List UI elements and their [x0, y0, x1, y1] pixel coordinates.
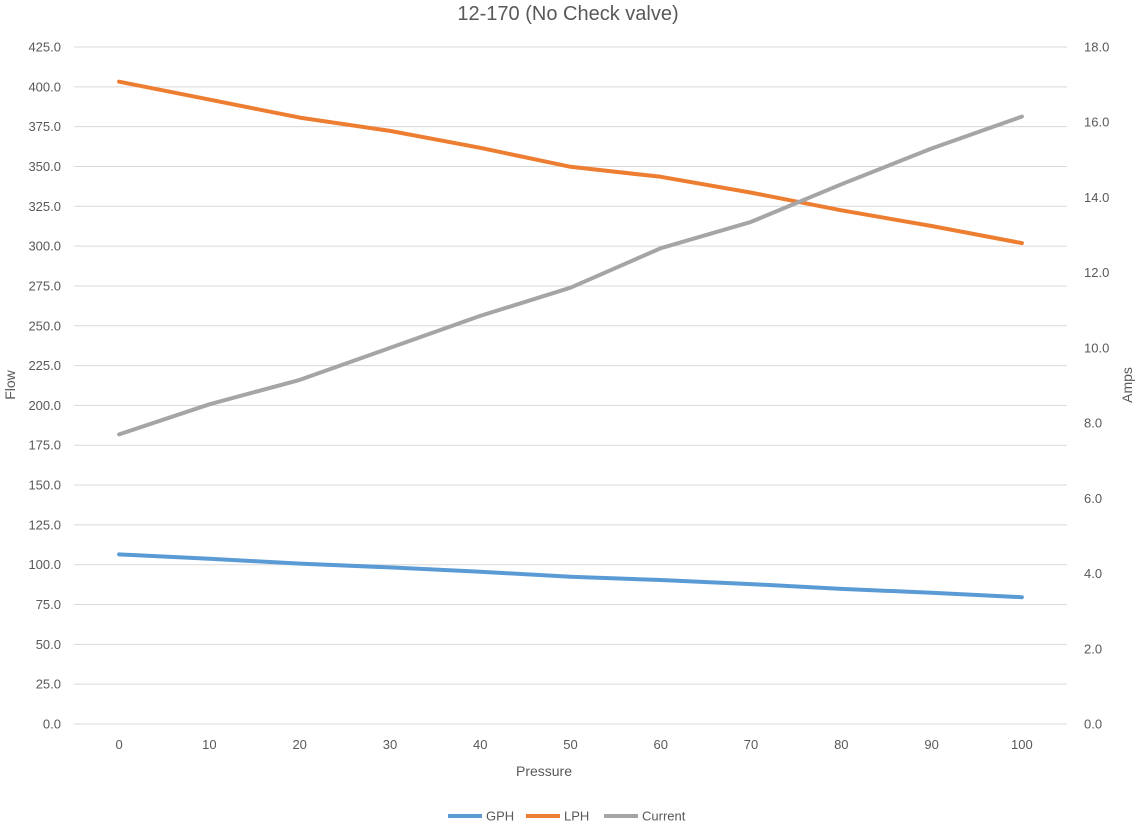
series-lines — [117, 79, 1024, 600]
right-axis-title: Amps — [1119, 367, 1135, 403]
x-axis-tick-label: 20 — [292, 737, 306, 752]
left-axis-tick-label: 375.0 — [28, 119, 61, 134]
left-axis-tick-label: 75.0 — [36, 597, 61, 612]
right-axis-ticks: 0.0 2.0 4.0 6.0 8.0 10.0 12.0 14.0 16.0 18.0 — [1084, 40, 1109, 732]
legend-label: GPH — [486, 809, 514, 824]
legend-item-current: Current — [604, 809, 686, 824]
x-axis-tick-label: 0 — [116, 737, 123, 752]
x-axis-tick-label: 80 — [834, 737, 848, 752]
legend-label: Current — [642, 809, 686, 824]
left-axis-tick-label: 150.0 — [28, 478, 61, 493]
x-axis-tick-label: 10 — [202, 737, 216, 752]
right-axis-tick-label: 10.0 — [1084, 340, 1109, 355]
left-axis-tick-label: 275.0 — [28, 278, 61, 293]
chart-title: 12-170 (No Check valve) — [457, 3, 678, 25]
x-axis-title: Pressure — [516, 763, 572, 779]
legend-item-gph: GPH — [448, 809, 514, 824]
left-axis-tick-label: 200.0 — [28, 398, 61, 413]
right-axis-tick-label: 0.0 — [1084, 717, 1102, 732]
series-line-gph — [117, 552, 1024, 600]
left-axis-tick-label: 25.0 — [36, 677, 61, 692]
left-axis-title: Flow — [2, 369, 18, 399]
x-axis-tick-label: 70 — [744, 737, 758, 752]
legend-item-lph: LPH — [526, 809, 589, 824]
left-axis-tick-label: 325.0 — [28, 199, 61, 214]
left-axis-tick-label: 400.0 — [28, 79, 61, 94]
left-axis-tick-label: 350.0 — [28, 159, 61, 174]
series-line-lph — [117, 79, 1024, 246]
right-axis-tick-label: 18.0 — [1084, 40, 1109, 55]
right-axis-tick-label: 8.0 — [1084, 416, 1102, 431]
left-axis-tick-label: 175.0 — [28, 438, 61, 453]
x-axis-tick-label: 90 — [924, 737, 938, 752]
x-axis-tick-label: 50 — [563, 737, 577, 752]
x-axis-tick-label: 40 — [473, 737, 487, 752]
x-axis-tick-label: 100 — [1011, 737, 1033, 752]
right-axis-tick-label: 16.0 — [1084, 115, 1109, 130]
left-axis-tick-label: 100.0 — [28, 557, 61, 572]
legend-label: LPH — [564, 809, 589, 824]
left-axis-tick-label: 0.0 — [43, 717, 61, 732]
right-axis-tick-label: 6.0 — [1084, 491, 1102, 506]
right-axis-tick-label: 2.0 — [1084, 641, 1102, 656]
gridlines — [74, 46, 1067, 725]
left-axis-tick-label: 225.0 — [28, 358, 61, 373]
x-axis-tick-label: 60 — [654, 737, 668, 752]
series-line-current — [117, 114, 1024, 437]
legend: GPH LPH Current — [448, 809, 686, 824]
x-axis-tick-label: 30 — [383, 737, 397, 752]
right-axis-tick-label: 12.0 — [1084, 265, 1109, 280]
right-axis-tick-label: 14.0 — [1084, 190, 1109, 205]
left-axis-tick-label: 425.0 — [28, 40, 61, 55]
left-axis-ticks: 0.0 25.0 50.0 75.0 100.0 125.0 150.0 175.0 200.0… — [28, 40, 61, 732]
left-axis-tick-label: 125.0 — [28, 517, 61, 532]
left-axis-tick-label: 300.0 — [28, 239, 61, 254]
left-axis-tick-label: 250.0 — [28, 318, 61, 333]
x-axis-ticks: 0 10 20 30 40 50 60 70 80 90 100 — [116, 737, 1033, 752]
right-axis-tick-label: 4.0 — [1084, 566, 1102, 581]
left-axis-tick-label: 50.0 — [36, 637, 61, 652]
